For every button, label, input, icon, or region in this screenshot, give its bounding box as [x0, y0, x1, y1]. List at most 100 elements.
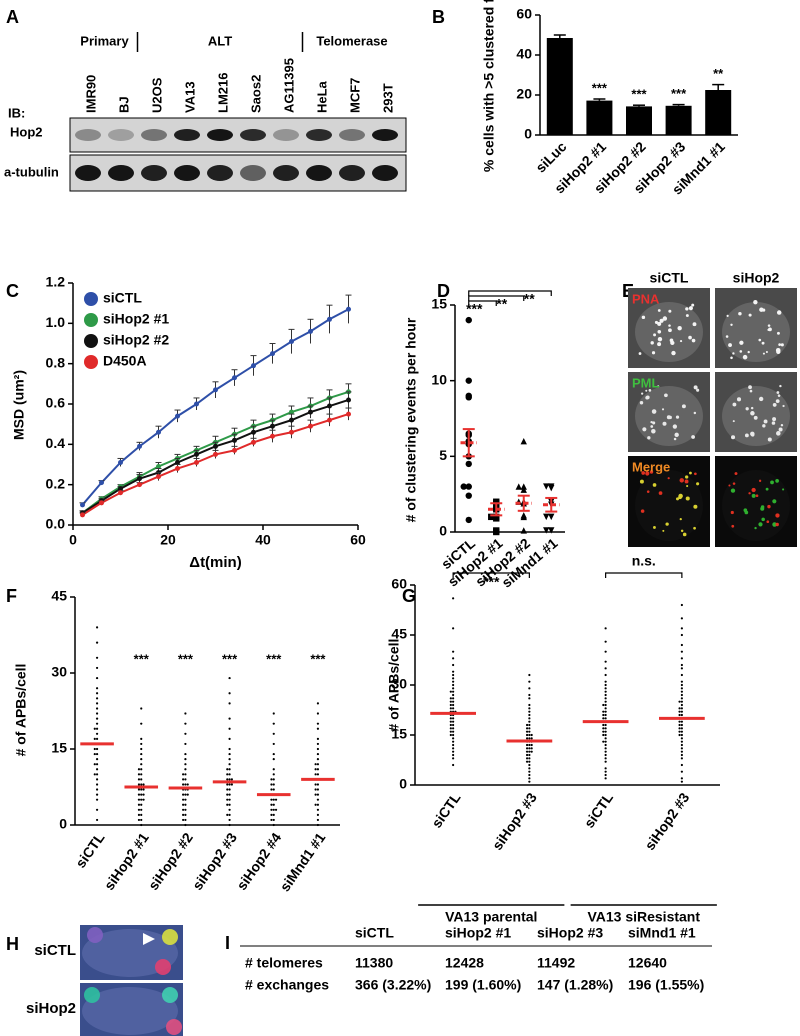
- data-point: [140, 747, 143, 751]
- data-point: [604, 753, 607, 757]
- focus: [771, 421, 776, 425]
- focus: [775, 399, 780, 404]
- x-tick-label: 0: [69, 532, 77, 548]
- data-point: [678, 733, 681, 737]
- data-point: [142, 798, 145, 801]
- panel-label: C: [6, 281, 19, 301]
- focus: [668, 309, 672, 313]
- data-point: [604, 750, 607, 753]
- blot-band: [174, 129, 200, 141]
- data-point: [316, 818, 320, 822]
- focus: [775, 513, 780, 518]
- data-point: [346, 306, 351, 312]
- x-tick-label: 60: [350, 532, 366, 548]
- data-point: [525, 757, 529, 760]
- data-point: [460, 483, 467, 490]
- data-point: [452, 740, 455, 743]
- y-tick-label: 5: [439, 447, 447, 463]
- x-tick-label: siLuc: [532, 138, 569, 175]
- lane-label: LM216: [215, 73, 230, 113]
- focus: [689, 471, 692, 475]
- data-point: [270, 433, 275, 439]
- y-tick-label: 15: [431, 296, 447, 312]
- focus: [744, 433, 749, 438]
- data-point: [137, 476, 142, 482]
- data-point: [465, 377, 472, 384]
- blot-band: [372, 129, 398, 141]
- data-point: [520, 513, 527, 521]
- focus: [777, 394, 781, 397]
- significance-label: ***: [671, 86, 687, 101]
- data-point: [465, 394, 472, 401]
- y-tick-label: 0: [524, 126, 532, 142]
- data-point: [93, 752, 96, 756]
- data-point: [449, 730, 452, 733]
- data-point: [452, 677, 455, 680]
- focus: [667, 477, 670, 480]
- data-point: [316, 752, 320, 756]
- focus: [685, 307, 689, 311]
- y-axis-title: % cells with >5 clustered foci: [481, 0, 497, 172]
- legend-label: siCTL: [103, 290, 142, 306]
- data-point: [228, 758, 231, 761]
- data-point: [140, 803, 143, 806]
- focus: [691, 435, 695, 439]
- blot-band: [339, 165, 365, 181]
- data-point: [228, 813, 231, 816]
- table-header: siHop2 #3: [537, 925, 603, 941]
- focus: [739, 350, 743, 353]
- bar: [586, 100, 613, 135]
- table-row-label: # telomeres: [245, 955, 323, 971]
- data-point: [604, 710, 607, 713]
- focus: [748, 313, 752, 317]
- blot-band: [207, 129, 233, 141]
- data-point: [449, 707, 452, 710]
- focus: [638, 352, 642, 355]
- focus: [730, 323, 733, 326]
- focus: [691, 338, 696, 343]
- data-point: [93, 763, 96, 766]
- data-point: [270, 813, 273, 816]
- data-point: [184, 768, 187, 771]
- data-point: [488, 513, 495, 521]
- y-tick-label: 10: [431, 371, 447, 387]
- data-point: [678, 713, 681, 717]
- data-point: [604, 767, 607, 770]
- data-point: [465, 516, 472, 524]
- panel-label: B: [432, 7, 445, 27]
- data-point: [93, 737, 96, 740]
- x-axis-title: Δt(min): [189, 554, 241, 571]
- data-point: [182, 798, 185, 801]
- data-point: [604, 777, 607, 780]
- data-point: [95, 778, 99, 781]
- focus: [732, 482, 736, 485]
- data-point: [184, 758, 187, 761]
- table-cell: 12428: [445, 955, 484, 971]
- data-point: [680, 663, 683, 667]
- data-point: [142, 793, 145, 796]
- data-point: [678, 727, 681, 730]
- x-tick-label: siHop2 #3: [641, 789, 692, 853]
- focus: [652, 421, 656, 425]
- data-point: [452, 707, 455, 710]
- data-point: [228, 676, 231, 680]
- blot-band: [75, 129, 101, 141]
- focus: [665, 522, 669, 526]
- focus: [750, 406, 754, 410]
- focus: [682, 532, 687, 537]
- focus: [675, 415, 680, 419]
- focus: [776, 331, 780, 335]
- data-point: [604, 660, 607, 663]
- data-point: [228, 783, 231, 786]
- data-point: [528, 693, 531, 697]
- data-point: [452, 627, 455, 630]
- focus: [772, 499, 777, 504]
- data-point: [680, 757, 683, 760]
- data-point: [525, 727, 529, 730]
- data-point: [680, 627, 683, 630]
- focus: [730, 510, 734, 515]
- focus: [668, 328, 672, 333]
- data-point: [327, 316, 332, 322]
- focus: [750, 411, 755, 416]
- focus: [641, 471, 646, 475]
